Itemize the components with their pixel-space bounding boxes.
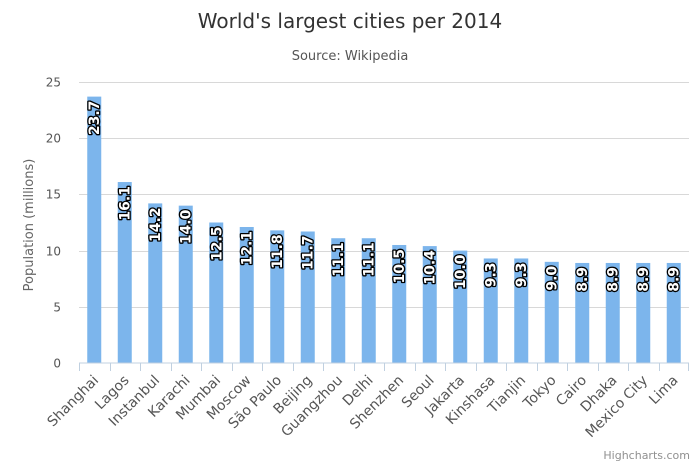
y-tick-label: 15	[46, 188, 61, 202]
bar[interactable]	[148, 203, 163, 363]
data-label: 8.9	[636, 267, 652, 292]
data-label: 8.9	[606, 267, 622, 292]
data-label: 10.4	[423, 250, 439, 285]
data-label: 9.0	[545, 266, 561, 291]
y-tick-label: 5	[53, 301, 61, 315]
data-label: 8.9	[575, 267, 591, 292]
data-label: 10.0	[453, 254, 469, 289]
y-tick-label: 25	[46, 76, 61, 90]
data-label: 10.5	[392, 249, 408, 284]
data-label: 14.2	[148, 207, 164, 242]
bar[interactable]	[666, 262, 681, 363]
chart-subtitle: Source: Wikipedia	[292, 49, 409, 64]
data-label: 14.0	[179, 209, 195, 244]
x-tick-label: Lima	[646, 373, 681, 408]
data-label: 9.3	[484, 262, 500, 287]
data-label: 11.8	[270, 234, 286, 269]
bar[interactable]	[117, 182, 132, 363]
y-tick-label: 0	[53, 357, 61, 371]
data-label: 9.3	[514, 262, 530, 287]
chart-title: World's largest cities per 2014	[198, 9, 502, 33]
data-label: 11.1	[362, 242, 378, 277]
y-tick-label: 10	[46, 245, 61, 259]
x-tick-label: Tokyo	[520, 373, 560, 413]
bar[interactable]	[209, 222, 224, 364]
bar[interactable]	[483, 258, 498, 363]
data-label: 8.9	[667, 267, 683, 292]
y-axis-label: Population (millions)	[22, 159, 37, 292]
bar[interactable]	[239, 226, 254, 363]
bar[interactable]	[453, 250, 468, 363]
bar[interactable]	[514, 258, 529, 363]
bar[interactable]	[270, 230, 285, 363]
bar[interactable]	[87, 96, 102, 363]
y-axis-ticks: 0 5 10 15 20 25	[46, 76, 61, 371]
bar[interactable]	[605, 262, 620, 363]
data-label: 23.7	[87, 101, 103, 136]
bar[interactable]	[392, 244, 407, 363]
bar[interactable]	[544, 261, 559, 363]
y-tick-label: 20	[46, 132, 61, 146]
bar[interactable]	[331, 238, 346, 363]
bars	[87, 96, 681, 364]
bar[interactable]	[178, 205, 193, 363]
data-label: 11.1	[331, 242, 347, 277]
data-label: 12.5	[209, 227, 225, 262]
credits-link[interactable]: Highcharts.com	[603, 449, 690, 462]
data-label: 12.1	[240, 231, 256, 266]
data-label: 11.7	[301, 235, 317, 270]
bar[interactable]	[636, 262, 651, 363]
bar[interactable]	[575, 262, 590, 363]
gridlines	[79, 82, 689, 308]
data-labels: 23.7 16.1 14.2 14.0 12.5 12.1 11.8 11.7 11.1 11.1…	[86, 99, 684, 293]
bar[interactable]	[422, 246, 437, 363]
x-axis-ticks: ShanghaiLagosInstanbulKarachiMumbaiMosco…	[44, 363, 689, 441]
bar[interactable]	[361, 238, 376, 363]
bar[interactable]	[300, 231, 315, 363]
data-label: 16.1	[118, 186, 134, 221]
